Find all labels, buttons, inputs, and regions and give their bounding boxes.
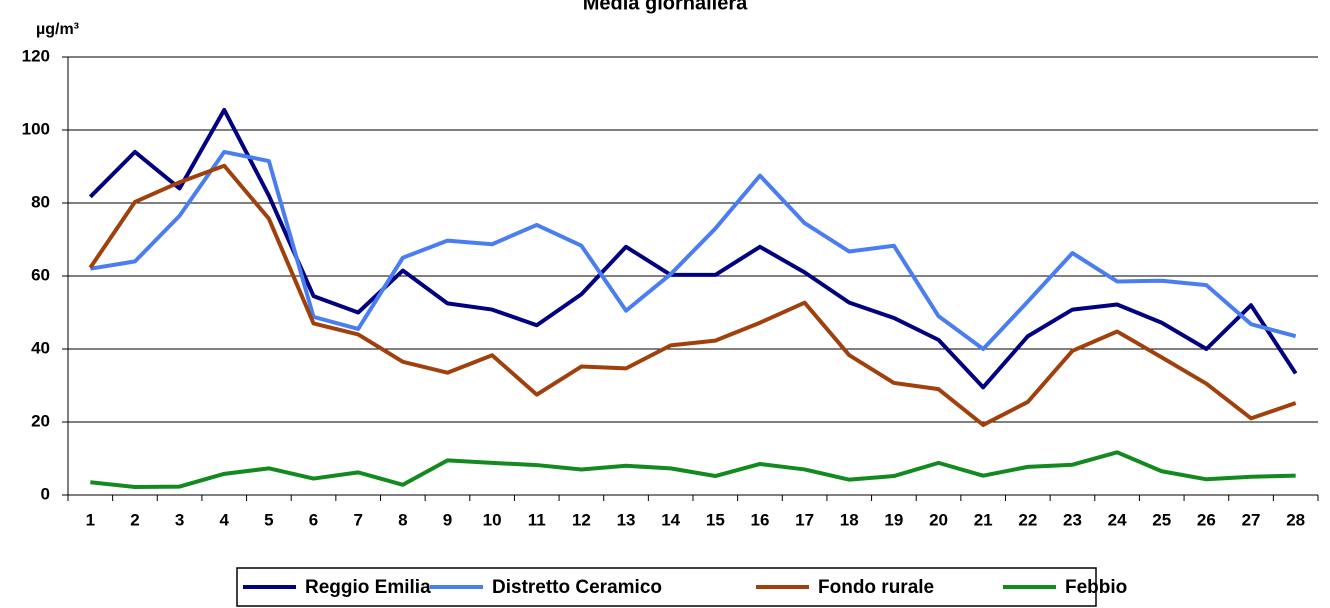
x-tick-label: 2 (130, 510, 139, 529)
y-tick-label: 40 (31, 338, 50, 357)
y-tick-label: 60 (31, 265, 50, 284)
x-tick-label: 11 (528, 510, 546, 529)
x-tick-label: 3 (175, 510, 184, 529)
x-tick-label: 19 (884, 510, 903, 529)
x-tick-label: 5 (264, 510, 273, 529)
x-tick-label: 22 (1018, 510, 1037, 529)
x-tick-label: 8 (398, 510, 407, 529)
x-tick-label: 25 (1152, 510, 1171, 529)
legend-label: Distretto Ceramico (492, 577, 662, 598)
x-tick-label: 10 (483, 510, 502, 529)
y-tick-label: 80 (31, 192, 50, 211)
x-tick-label: 23 (1063, 510, 1082, 529)
x-tick-label: 16 (751, 510, 770, 529)
x-tick-label: 15 (706, 510, 725, 529)
x-tick-label: 13 (617, 510, 636, 529)
y-tick-label: 120 (22, 46, 50, 65)
chart-title: Media giornaliera (583, 0, 748, 14)
legend-box (236, 567, 1097, 607)
legend-label: Febbio (1065, 577, 1127, 598)
y-axis-label: µg/m³ (36, 21, 79, 38)
x-tick-label: 14 (661, 510, 680, 529)
x-tick-label: 18 (840, 510, 859, 529)
legend-label: Fondo rurale (818, 577, 934, 598)
x-tick-label: 27 (1242, 510, 1261, 529)
x-tick-label: 17 (795, 510, 814, 529)
x-tick-label: 12 (572, 510, 591, 529)
x-tick-label: 4 (220, 510, 230, 529)
x-tick-label: 26 (1197, 510, 1216, 529)
x-tick-label: 1 (86, 510, 95, 529)
x-tick-label: 28 (1286, 510, 1305, 529)
y-tick-label: 0 (41, 484, 50, 503)
x-tick-label: 7 (353, 510, 362, 529)
series-line (90, 450, 1296, 489)
x-tick-label: 21 (974, 510, 993, 529)
x-tick-label: 24 (1108, 510, 1127, 529)
series-line (88, 163, 1297, 427)
x-tick-label: 20 (929, 510, 948, 529)
legend-label: Reggio Emilia (305, 577, 431, 598)
x-tick-label: 6 (309, 510, 318, 529)
y-tick-label: 100 (22, 119, 50, 138)
y-tick-label: 20 (31, 411, 50, 430)
x-tick-label: 9 (443, 510, 452, 529)
series-line (89, 149, 1297, 351)
